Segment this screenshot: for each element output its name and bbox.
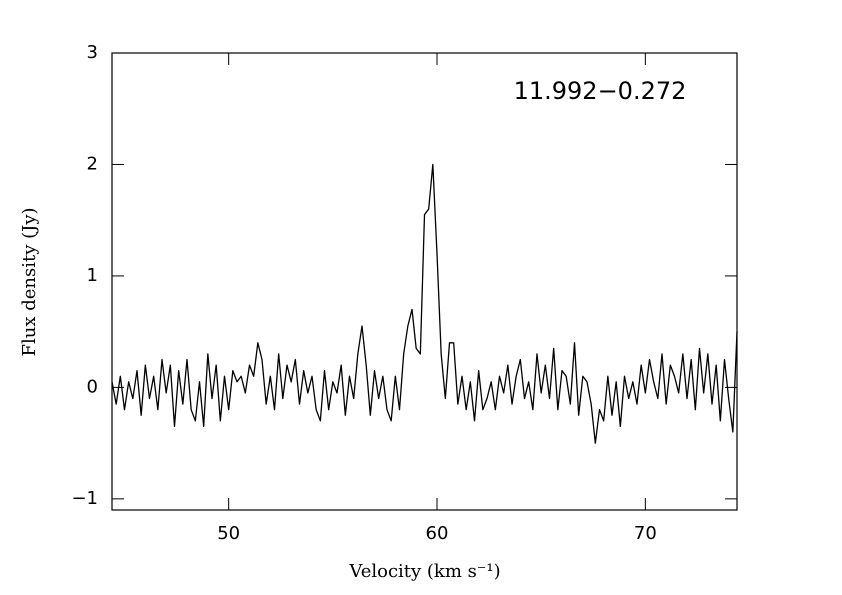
y-tick-label: 1 <box>87 265 98 286</box>
y-axis-label: Flux density (Jy) <box>19 207 40 356</box>
y-tick-label: −1 <box>71 488 98 509</box>
x-tick-label: 60 <box>426 523 449 544</box>
spectrum-line <box>111 163 738 444</box>
x-axis-label: Velocity (km s⁻¹) <box>348 561 500 582</box>
x-tick-label: 70 <box>634 523 657 544</box>
x-tick-label: 50 <box>217 523 240 544</box>
y-tick-label: 0 <box>87 376 98 397</box>
annotation: 11.992−0.272 <box>514 77 687 105</box>
y-tick-label: 2 <box>87 153 98 174</box>
y-tick-label: 3 <box>87 42 98 63</box>
plot-frame <box>111 52 738 511</box>
